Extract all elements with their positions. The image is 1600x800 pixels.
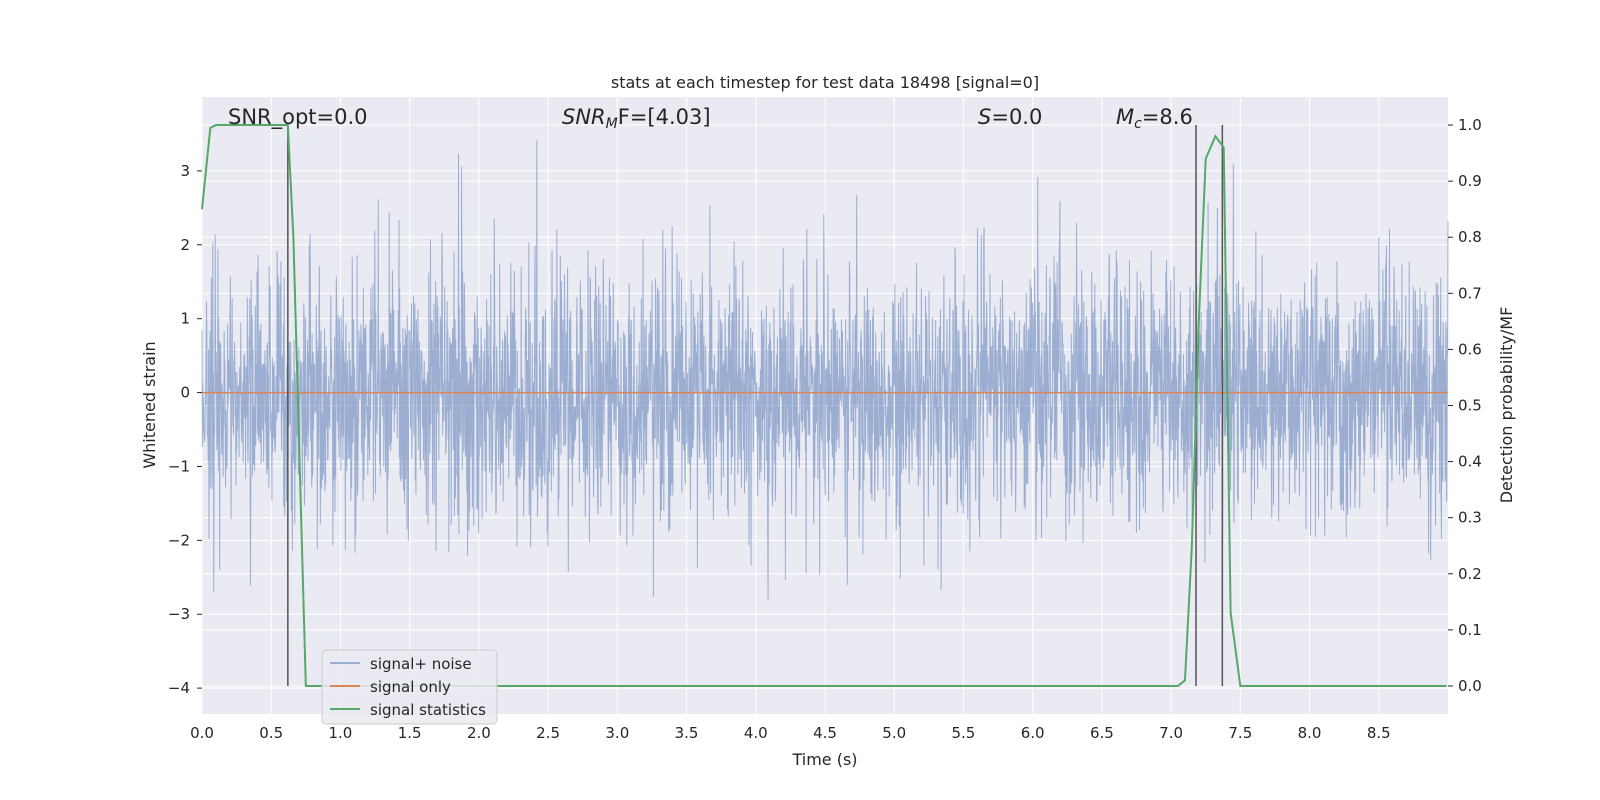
annotation-s-symbol: S [978, 105, 991, 129]
y-axis-left-label: Whitened strain [140, 341, 159, 468]
annotation-s-value: =0.0 [991, 105, 1042, 129]
x-tick-label: 5.5 [952, 724, 976, 742]
y-axis-right-ticks: 1.0 0.9 0.8 0.7 0.6 0.5 0.4 0.3 0.2 0.1 0.0 [1448, 116, 1482, 695]
x-tick-label: 0.0 [190, 724, 214, 742]
annotation-snr-mf-rest: F=[4.03] [618, 105, 711, 129]
annotation-mc-base: M [1116, 105, 1134, 129]
y-tick-label-left: −1 [168, 457, 190, 475]
x-tick-label: 8.5 [1367, 724, 1391, 742]
x-tick-label: 8.0 [1298, 724, 1322, 742]
x-tick-label: 6.0 [1021, 724, 1045, 742]
annotation-snr-opt: SNR_opt=0.0 [228, 105, 368, 130]
annotation-snr-mf-sub: M [606, 116, 618, 132]
x-tick-label: 4.0 [744, 724, 768, 742]
y-tick-label-left: 3 [180, 162, 190, 180]
x-tick-label: 1.5 [398, 724, 422, 742]
y-tick-label-right: 0.2 [1458, 565, 1482, 583]
series-line-signal-statistics [201, 124, 1447, 687]
y-tick-label-left: −2 [168, 531, 190, 549]
chart-title: stats at each timestep for test data 184… [611, 73, 1039, 92]
annotation-labels: SNR_opt=0.0 SNRMF=[4.03] S=0.0 Mc=8.6 [228, 105, 1193, 132]
y-tick-label-right: 1.0 [1458, 116, 1482, 134]
series-signal-plus-noise [201, 140, 1449, 600]
x-tick-label: 3.5 [675, 724, 699, 742]
y-tick-label-left: 1 [180, 310, 190, 328]
x-tick-label: 7.5 [1228, 724, 1252, 742]
y-tick-label-left: −3 [168, 605, 190, 623]
x-tick-label: 2.0 [467, 724, 491, 742]
x-tick-label: 7.0 [1159, 724, 1183, 742]
legend: signal+ noise signal only signal statist… [321, 649, 498, 725]
series-signal-statistics [201, 124, 1447, 687]
x-axis-ticks: 0.0 0.5 1.0 1.5 2.0 2.5 3.0 3.5 4.0 4.5 5.0 5.5 6.0 6… [190, 724, 1391, 742]
y-tick-label-right: 0.9 [1458, 172, 1482, 190]
x-tick-label: 6.5 [1090, 724, 1114, 742]
y-tick-label-left: 0 [180, 384, 190, 402]
y-tick-label-right: 0.6 [1458, 340, 1482, 358]
y-tick-label-right: 0.4 [1458, 453, 1482, 471]
legend-label-signal-plus-noise: signal+ noise [370, 655, 472, 673]
x-tick-label: 2.5 [536, 724, 560, 742]
annotation-snr-mf: SNRMF=[4.03] [562, 105, 711, 132]
annotation-mc-value: =8.6 [1142, 105, 1193, 129]
x-axis-label: Time (s) [791, 750, 857, 769]
y-tick-label-right: 0.0 [1458, 677, 1482, 695]
x-tick-label: 1.0 [329, 724, 353, 742]
annotation-snr-mf-base: SNR [562, 105, 606, 129]
annotation-mc-sub: c [1134, 116, 1142, 132]
y-tick-label-left: 2 [180, 236, 190, 254]
series-line-signal-plus-noise [201, 140, 1449, 600]
y-tick-label-right: 0.7 [1458, 284, 1482, 302]
x-tick-label: 4.5 [813, 724, 837, 742]
legend-label-signal-only: signal only [370, 678, 451, 696]
y-tick-label-left: −4 [168, 679, 190, 697]
legend-box [321, 649, 498, 725]
annotation-s: S=0.0 [978, 105, 1042, 129]
x-tick-label: 3.0 [605, 724, 629, 742]
y-axis-left-ticks: 3 2 1 0 −1 −2 −3 −4 [168, 162, 202, 697]
y-tick-label-right: 0.3 [1458, 509, 1482, 527]
y-tick-label-right: 0.8 [1458, 228, 1482, 246]
legend-label-signal-statistics: signal statistics [370, 701, 486, 719]
x-tick-label: 5.0 [882, 724, 906, 742]
y-tick-label-right: 0.1 [1458, 621, 1482, 639]
annotation-mc: Mc=8.6 [1116, 105, 1193, 132]
y-axis-right-label: Detection probability/MF [1497, 307, 1516, 504]
x-tick-label: 0.5 [259, 724, 283, 742]
y-tick-label-right: 0.5 [1458, 397, 1482, 415]
